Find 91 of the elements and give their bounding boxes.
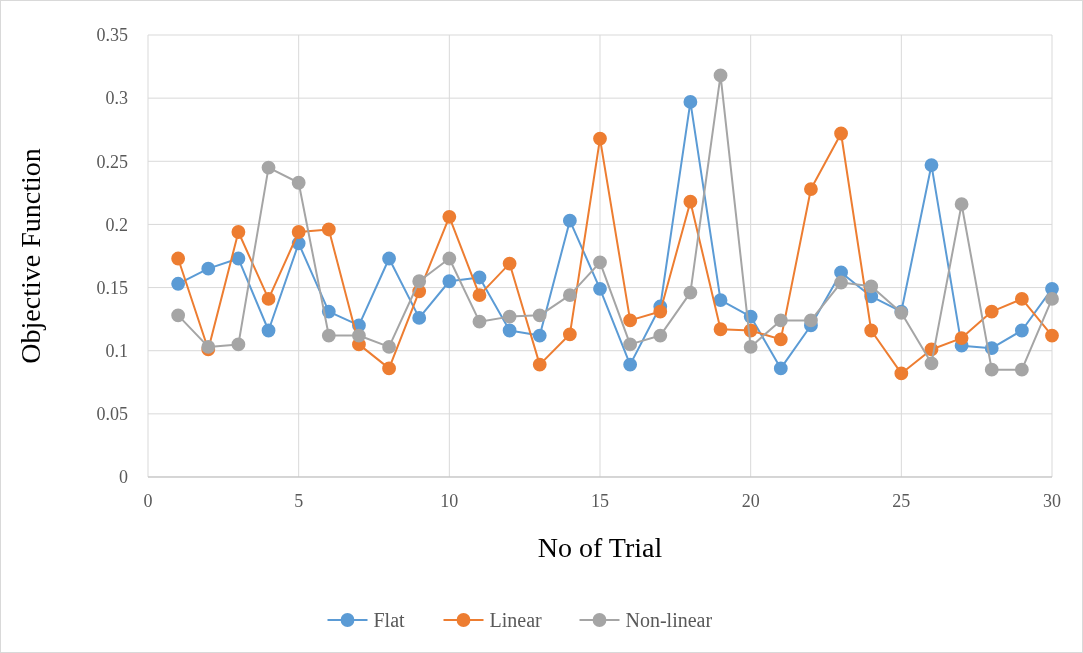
legend-label: Flat (373, 609, 406, 631)
point (472, 314, 487, 329)
y-tick-label: 0.3 (105, 88, 128, 109)
x-axis-title: No of Trial (537, 532, 663, 563)
y-tick-label: 0.15 (96, 277, 128, 298)
point (834, 275, 848, 290)
point (804, 313, 818, 328)
point (653, 328, 668, 343)
point (291, 175, 306, 190)
point (593, 255, 607, 270)
point (773, 361, 788, 376)
point (924, 356, 939, 371)
point (1014, 362, 1029, 377)
point (502, 323, 517, 338)
point (442, 209, 457, 224)
point (683, 95, 698, 109)
x-tick-label: 5 (294, 491, 304, 511)
x-tick-label: 0 (143, 491, 153, 511)
point (984, 362, 999, 377)
point (171, 276, 186, 291)
point (382, 340, 396, 354)
point (472, 270, 487, 285)
point (171, 308, 186, 323)
x-tick-label: 30 (1043, 491, 1061, 511)
point (201, 261, 216, 276)
point (1014, 292, 1029, 306)
x-tick-label: 10 (440, 491, 459, 511)
point (593, 131, 607, 146)
point (261, 292, 276, 306)
point (924, 158, 939, 172)
point (231, 251, 246, 266)
point (683, 285, 698, 300)
point (804, 182, 818, 196)
point (623, 337, 638, 352)
y-tick-label: 0.2 (105, 214, 128, 235)
x-tick-label: 15 (591, 491, 609, 511)
point (683, 194, 698, 209)
x-tick-label: 25 (892, 491, 911, 511)
point (502, 309, 517, 324)
point (472, 288, 487, 303)
point (713, 322, 728, 337)
point (321, 222, 336, 237)
point (382, 361, 396, 376)
point (562, 288, 577, 303)
y-tick-label: 0 (119, 467, 128, 488)
y-axis-title: Objective Function (15, 148, 46, 364)
point (261, 160, 276, 175)
point (291, 225, 306, 239)
point (1045, 328, 1059, 343)
point (653, 304, 668, 319)
point (532, 357, 547, 372)
point (442, 251, 457, 266)
point (894, 366, 909, 381)
point (231, 225, 246, 239)
point (864, 323, 879, 338)
point (984, 304, 999, 319)
point (382, 251, 396, 266)
point (412, 310, 427, 325)
point (623, 313, 638, 328)
point (502, 256, 517, 271)
point (954, 331, 969, 345)
point (442, 274, 457, 289)
x-tick-label: 20 (741, 491, 760, 511)
point (623, 357, 638, 372)
y-tick-label: 0.05 (96, 404, 128, 425)
point (321, 328, 336, 343)
point (713, 293, 728, 308)
y-tick-label: 0.25 (96, 151, 128, 172)
point (562, 327, 577, 342)
point (1014, 323, 1029, 338)
point (261, 323, 276, 338)
point (231, 337, 246, 352)
point (773, 313, 788, 328)
y-tick-label: 0.35 (96, 25, 128, 46)
point (743, 340, 758, 354)
point (1045, 292, 1059, 306)
point (352, 328, 366, 343)
point (593, 281, 607, 296)
legend-label: Non-linear (625, 609, 713, 631)
point (171, 251, 186, 266)
point (834, 126, 848, 141)
point (773, 332, 788, 347)
point (954, 197, 969, 212)
point (562, 213, 577, 228)
legend-label: Linear (489, 609, 543, 631)
point (532, 328, 547, 343)
point (412, 274, 427, 289)
y-tick-label: 0.1 (105, 341, 128, 362)
point (532, 308, 547, 323)
point (864, 279, 879, 294)
point (713, 68, 728, 83)
